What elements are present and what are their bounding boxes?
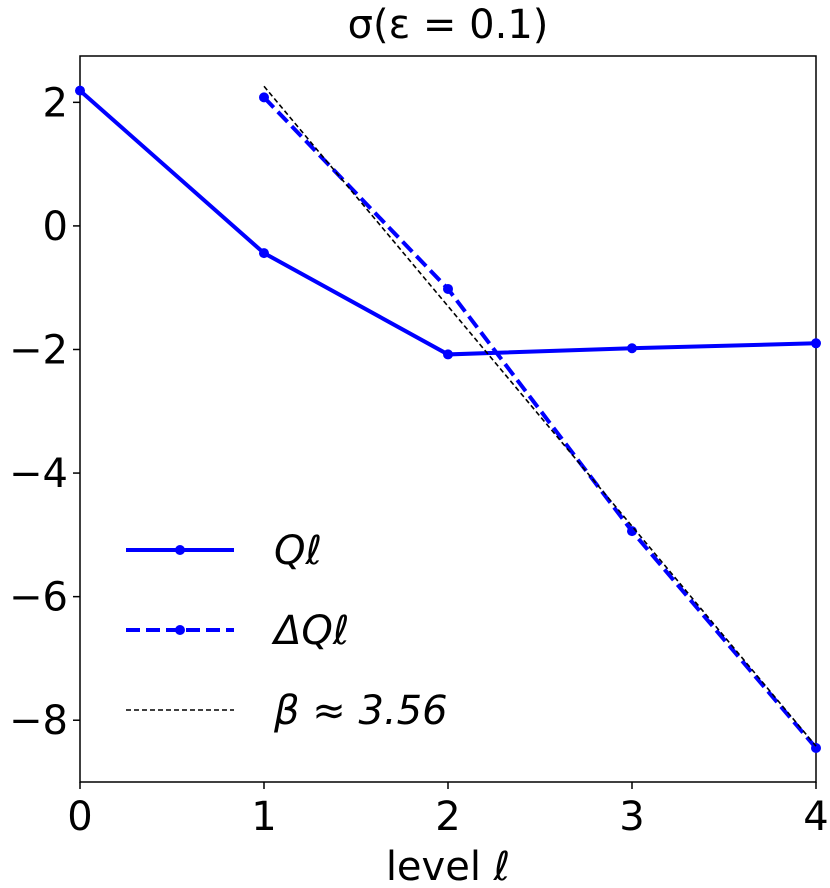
y-tick-label: −4 <box>9 451 68 497</box>
y-tick-label: −8 <box>9 698 68 744</box>
x-tick-label: 2 <box>435 794 460 840</box>
plot-frame <box>79 55 817 783</box>
legend-marker <box>175 625 185 635</box>
point <box>75 85 85 96</box>
legend-marker <box>175 545 185 555</box>
point <box>443 349 453 360</box>
x-tick-label: 3 <box>619 794 644 840</box>
y-tick-label: 2 <box>43 80 68 126</box>
y-tick-label: 0 <box>43 204 68 250</box>
point <box>259 248 269 259</box>
series-line <box>78 89 817 357</box>
y-tick-label: −6 <box>9 575 68 621</box>
series-line <box>263 85 817 747</box>
point <box>443 283 453 294</box>
legend-label: Qℓ <box>274 528 322 574</box>
chart-title: σ(ε = 0.1) <box>348 2 549 48</box>
point <box>627 343 637 354</box>
x-axis-label: level ℓ <box>386 844 510 888</box>
point <box>811 338 821 349</box>
point <box>259 92 269 103</box>
series-line <box>262 96 818 750</box>
legend-label: β ≈ 3.56 <box>273 688 448 734</box>
y-tick-label: −2 <box>9 327 68 373</box>
x-tick-label: 4 <box>803 794 828 840</box>
point <box>811 743 821 754</box>
x-tick-label: 1 <box>251 794 276 840</box>
x-tick-label: 0 <box>67 794 92 840</box>
legend-label: ΔQℓ <box>271 608 349 654</box>
